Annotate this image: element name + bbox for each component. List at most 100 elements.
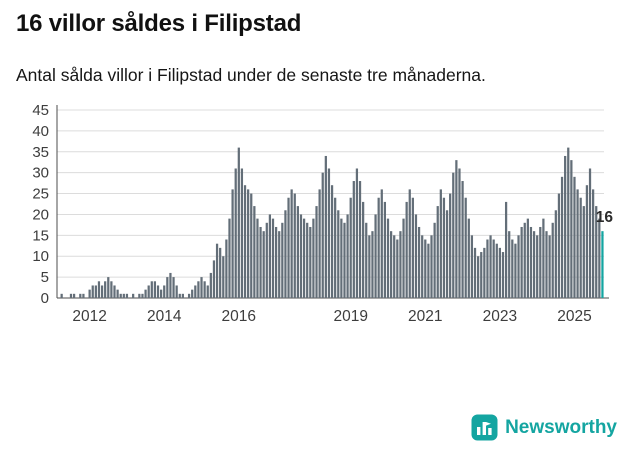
bar: [371, 231, 374, 299]
bar: [299, 214, 303, 299]
bar: [91, 285, 94, 299]
bar: [318, 189, 321, 299]
brand-footer: Newsworthy: [471, 414, 617, 441]
bar: [166, 277, 169, 299]
bar: [520, 227, 523, 299]
bar: [427, 243, 430, 299]
bar: [362, 202, 365, 299]
bar: [240, 168, 244, 299]
bar: [393, 235, 396, 299]
bar: [405, 202, 408, 299]
bar: [82, 294, 85, 299]
bar: [452, 172, 455, 299]
bar: [411, 197, 414, 299]
page-subtitle: Antal sålda villor i Filipstad under de …: [16, 65, 486, 85]
bar: [215, 243, 219, 299]
bar: [97, 281, 101, 299]
y-axis-tick-label: 15: [32, 228, 49, 245]
x-axis-tick-label: 2019: [333, 308, 367, 325]
bar: [483, 248, 486, 299]
bar: [548, 235, 551, 299]
bar: [573, 177, 576, 299]
bar: [324, 156, 327, 299]
bar: [358, 181, 362, 299]
bar: [287, 197, 290, 299]
bar: [396, 239, 399, 299]
bar: [330, 185, 334, 299]
y-axis-tick-label: 10: [32, 248, 49, 265]
bar: [517, 235, 520, 299]
bar: [231, 189, 234, 299]
bar: [526, 218, 529, 299]
bar: [464, 197, 467, 299]
bar: [439, 189, 442, 299]
bar: [560, 177, 564, 299]
bar: [306, 223, 309, 299]
bar: [203, 281, 206, 299]
bar: [296, 206, 299, 299]
bar: [501, 252, 505, 299]
bar: [212, 260, 216, 299]
bar: [237, 147, 240, 299]
bar: [104, 281, 107, 299]
bar: [585, 185, 589, 299]
y-axis-tick-label: 45: [32, 102, 49, 119]
bar: [545, 231, 548, 299]
bar: [181, 294, 184, 299]
bar: [262, 231, 265, 299]
bar: [290, 189, 293, 299]
bar: [293, 193, 296, 299]
bar: [402, 218, 405, 299]
bar: [570, 160, 573, 299]
bar: [243, 185, 247, 299]
bar: [417, 227, 421, 299]
bar: [349, 197, 352, 299]
y-axis-tick-label: 5: [41, 269, 49, 286]
bar: [529, 227, 533, 299]
bar: [592, 189, 595, 299]
bar: [206, 285, 209, 299]
y-axis-tick-label: 20: [32, 207, 49, 224]
bar: [595, 206, 598, 299]
bar: [113, 285, 116, 299]
bar: [284, 210, 287, 299]
bar: [380, 189, 383, 299]
bar: [414, 214, 418, 299]
bar: [514, 243, 517, 299]
bar: [315, 206, 318, 299]
bar: [194, 285, 197, 299]
bar: [383, 202, 387, 299]
bar: [449, 193, 452, 299]
bar: [150, 281, 153, 299]
bar: [163, 285, 166, 299]
bar: [489, 235, 492, 299]
bar: [588, 168, 592, 299]
x-axis-tick-label: 2025: [557, 308, 591, 325]
bar: [132, 294, 135, 299]
x-axis-tick-label: 2023: [483, 308, 517, 325]
y-axis-tick-label: 30: [32, 165, 49, 182]
bar: [346, 214, 349, 299]
bar: [94, 285, 97, 299]
bar: [119, 294, 122, 299]
y-axis-tick-label: 35: [32, 144, 49, 161]
bar: [598, 218, 601, 299]
bar: [268, 214, 272, 299]
bar: [492, 239, 495, 299]
bar: [107, 277, 110, 299]
bar: [156, 285, 160, 299]
bar: [247, 189, 250, 299]
bar: [445, 210, 449, 299]
bar: [473, 248, 477, 299]
bar: [480, 252, 483, 299]
bar: [576, 189, 579, 299]
bar: [281, 223, 284, 299]
bar: [79, 294, 82, 299]
newsworthy-brand-link[interactable]: Newsworthy: [471, 414, 617, 441]
bar: [160, 289, 163, 299]
bar: [337, 210, 340, 299]
y-axis-tick-label: 25: [32, 186, 49, 203]
bar: [455, 160, 458, 299]
bar: [408, 189, 411, 299]
highlighted-bar: [601, 231, 604, 299]
